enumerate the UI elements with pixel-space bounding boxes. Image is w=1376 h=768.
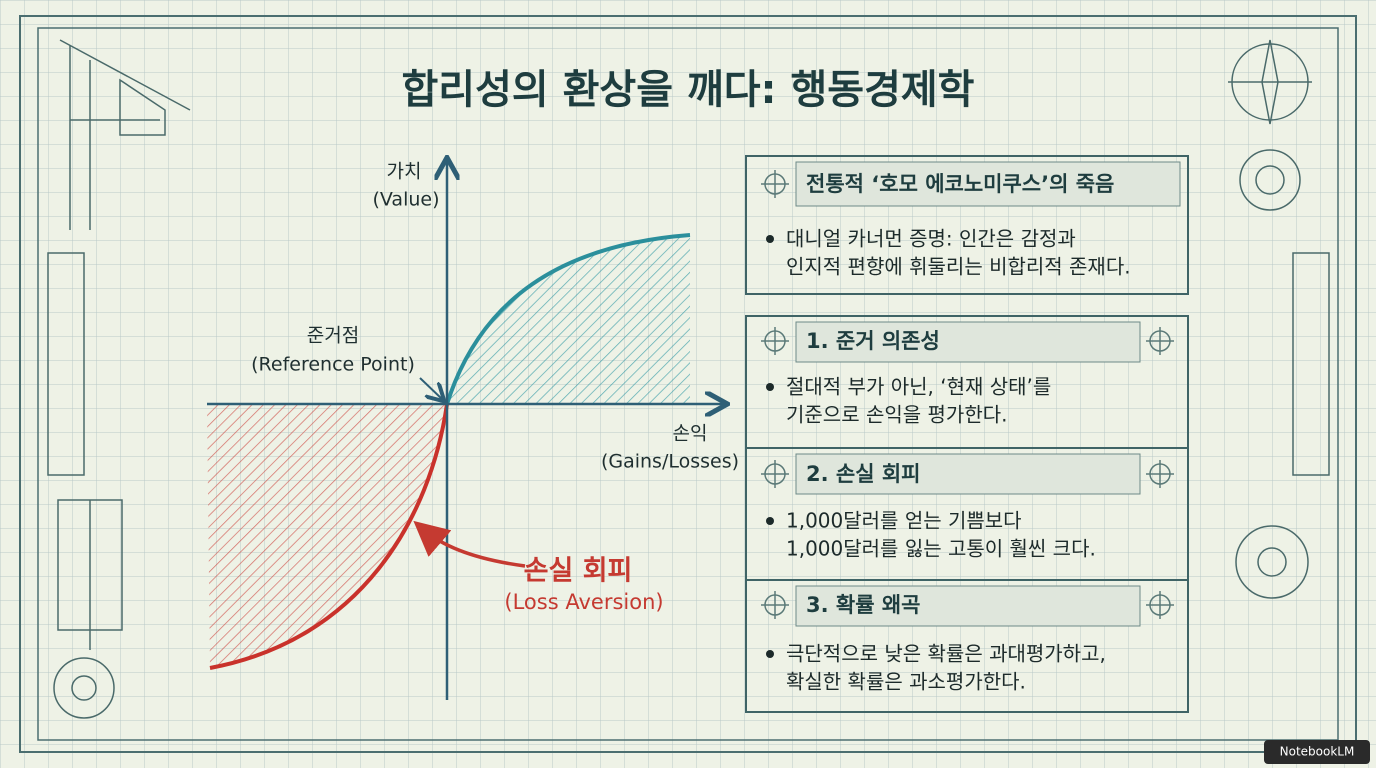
watermark: NotebookLM (1280, 745, 1355, 759)
header-title: 전통적 ‘호모 에코노미쿠스’의 죽음 (806, 172, 1114, 196)
loss-aversion-sublabel: (Loss Aversion) (504, 590, 663, 614)
title-band (795, 585, 1141, 627)
crosshairs (761, 170, 1174, 619)
header-box (745, 155, 1189, 295)
x-axis-sublabel: (Gains/Losses) (601, 451, 739, 473)
loss-curve (209, 403, 449, 670)
outer-border (19, 15, 1357, 753)
gain-curve (445, 233, 691, 405)
panel: 전통적 ‘호모 에코노미쿠스’의 죽음 대니얼 카너먼 증명: 인간은 감정과 … (745, 155, 1189, 713)
value-function-graph: 가치 (Value) 준거점 (Reference Point) 손익 (Gai… (207, 160, 739, 700)
section-line: 기준으로 손익을 평가한다. (786, 403, 1007, 427)
section-line: 극단적으로 낮은 확률은 과대평가하고, (786, 642, 1106, 666)
bullet (766, 235, 774, 243)
title-band (795, 161, 1181, 207)
header-line: 대니얼 카너먼 증명: 인간은 감정과 (786, 227, 1076, 251)
loss-arrow (413, 520, 526, 568)
section-title: 2. 손실 회피 (806, 462, 921, 486)
bullet (766, 383, 774, 391)
loss-aversion-label: 손실 회피 (524, 556, 633, 587)
reference-arrow (419, 377, 443, 400)
x-axis-label: 손익 (673, 423, 708, 445)
loss-area (207, 404, 447, 668)
sections-box (745, 315, 1189, 713)
section-title: 3. 확률 왜곡 (806, 593, 921, 617)
y-axis-sublabel: (Value) (372, 189, 439, 211)
reference-label: 준거점 (307, 325, 359, 347)
section-line: 절대적 부가 아닌, ‘현재 상태’를 (786, 375, 1051, 399)
title: 합리성의 환상을 깨다: 행동경제학 (402, 67, 975, 113)
title-band (795, 321, 1141, 363)
gain-area (447, 235, 690, 404)
inner-border (37, 27, 1339, 741)
watermark-badge (1264, 740, 1370, 764)
bullet (766, 650, 774, 658)
header-line: 인지적 편향에 휘둘리는 비합리적 존재다. (786, 255, 1131, 279)
y-axis-label: 가치 (387, 161, 422, 183)
decorations (47, 39, 1330, 719)
bullet (766, 517, 774, 525)
section-line: 확실한 확률은 과소평가한다. (786, 670, 1026, 694)
section-title: 1. 준거 의존성 (806, 329, 940, 353)
section-line: 1,000달러를 얻는 기쁨보다 (786, 509, 1022, 533)
reference-sublabel: (Reference Point) (251, 354, 415, 376)
title-band (795, 453, 1141, 495)
section-line: 1,000달러를 잃는 고통이 훨씬 크다. (786, 537, 1096, 561)
